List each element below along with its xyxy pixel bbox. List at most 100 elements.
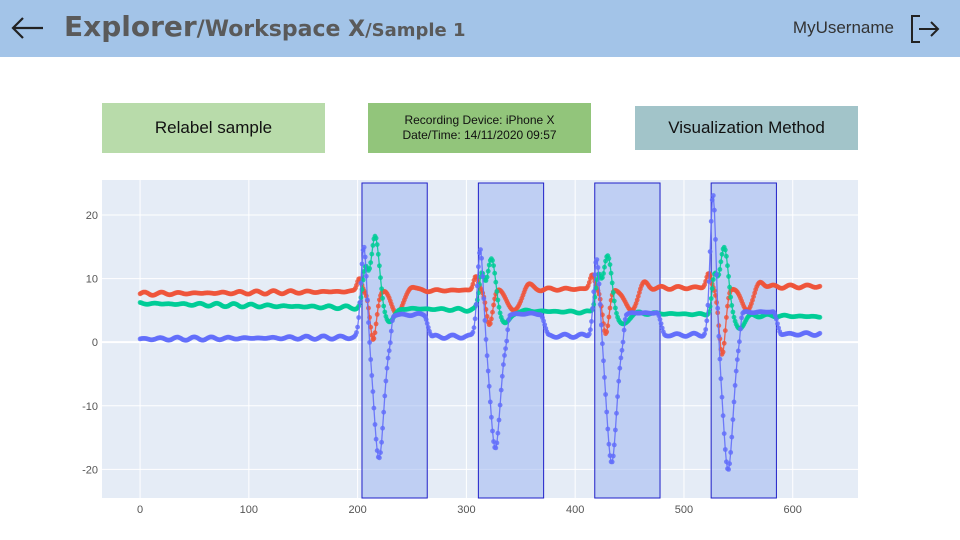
data-point [725, 303, 730, 309]
recording-device-info: Recording Device: iPhone X Date/Time: 14… [368, 103, 591, 153]
data-point [371, 405, 377, 411]
data-point [471, 325, 477, 331]
x-tick-label: 300 [457, 504, 475, 516]
data-point [381, 409, 387, 415]
back-button[interactable] [10, 12, 46, 44]
data-point [377, 263, 382, 269]
data-point [714, 272, 719, 278]
sensor-chart: 0 100 200 300 400 500 600 -20 -10 0 10 20 [82, 180, 858, 516]
data-point [484, 314, 490, 319]
data-point [737, 339, 742, 345]
data-point [505, 327, 511, 333]
data-point [370, 243, 376, 248]
data-point [504, 338, 510, 344]
data-point [751, 294, 756, 299]
data-point [374, 242, 380, 247]
data-point [609, 280, 615, 286]
data-point [483, 337, 489, 342]
data-point [371, 336, 377, 341]
breadcrumb-workspace[interactable]: /Workspace X [196, 17, 366, 42]
data-point [656, 313, 662, 319]
data-point [706, 279, 712, 284]
data-point [634, 297, 640, 303]
data-point [373, 321, 379, 327]
data-point [493, 279, 499, 285]
data-point [491, 263, 496, 268]
data-point [606, 314, 612, 320]
data-point [609, 459, 615, 465]
breadcrumb: Explorer /Workspace X /Sample 1 [64, 10, 466, 48]
data-point [501, 362, 506, 367]
data-point [709, 197, 715, 203]
data-point [489, 414, 494, 420]
data-point [637, 290, 642, 295]
data-point [817, 314, 823, 320]
data-point [712, 207, 717, 213]
data-point [382, 309, 388, 315]
data-point [370, 389, 376, 394]
data-point [487, 321, 493, 326]
data-point [734, 357, 740, 362]
data-point [379, 439, 384, 445]
data-point [383, 378, 389, 384]
data-point [361, 244, 367, 250]
logout-button[interactable] [908, 12, 942, 46]
data-point [727, 461, 732, 467]
data-point [719, 394, 725, 400]
y-tick-label: 20 [86, 210, 98, 222]
data-point [613, 305, 618, 311]
data-point [367, 340, 372, 345]
data-point [611, 298, 617, 304]
data-point [614, 310, 619, 316]
data-point [390, 318, 395, 324]
data-point [493, 445, 499, 451]
data-point [503, 346, 508, 351]
data-point [377, 455, 382, 461]
data-point [659, 325, 665, 331]
data-point [586, 280, 592, 285]
data-point [717, 356, 723, 362]
data-point [474, 297, 480, 303]
data-point [722, 247, 728, 253]
data-point [366, 320, 371, 325]
data-point [372, 330, 378, 336]
data-point [726, 467, 731, 472]
data-point [714, 300, 719, 305]
data-point [373, 235, 379, 241]
breadcrumb-explorer[interactable]: Explorer [64, 10, 197, 43]
data-point [365, 297, 370, 303]
data-point [369, 373, 375, 378]
data-point [621, 327, 627, 333]
data-point [601, 358, 606, 364]
data-point [607, 262, 613, 267]
data-point [617, 365, 623, 371]
data-point [776, 325, 781, 331]
data-point [775, 321, 780, 326]
relabel-sample-button[interactable]: Relabel sample [102, 103, 325, 153]
data-point [604, 329, 610, 335]
data-point [610, 453, 616, 459]
y-tick-label: 0 [92, 337, 98, 349]
username-link[interactable]: MyUsername [792, 18, 894, 37]
data-point [606, 256, 612, 261]
data-point [615, 394, 620, 399]
x-tick-label: 100 [240, 504, 258, 516]
x-tick-label: 0 [137, 504, 143, 516]
data-point [709, 286, 715, 291]
data-point [603, 258, 608, 264]
data-point [705, 302, 711, 308]
visualization-method-button[interactable]: Visualization Method [635, 106, 858, 150]
data-point [728, 294, 734, 300]
data-point [610, 290, 616, 295]
data-point [362, 254, 368, 260]
data-point [718, 376, 724, 382]
data-point [355, 324, 360, 330]
data-point [354, 330, 359, 335]
data-point [368, 260, 374, 265]
data-point [357, 300, 363, 305]
x-tick-label: 200 [348, 504, 366, 516]
y-tick-label: 10 [86, 274, 98, 286]
data-point [480, 274, 486, 279]
data-point [472, 316, 478, 322]
data-point [724, 253, 729, 259]
